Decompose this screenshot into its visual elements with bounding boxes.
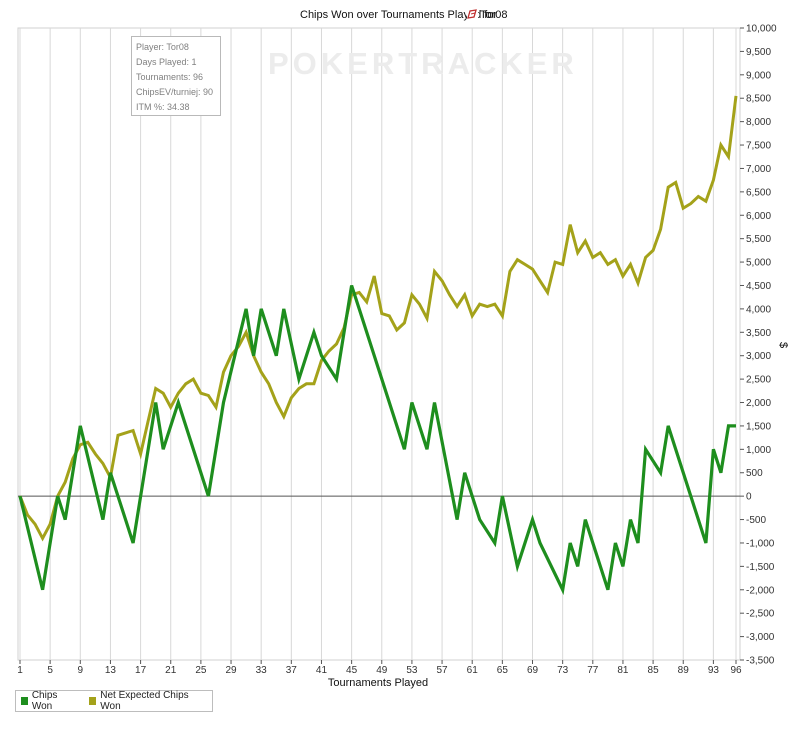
chart-title-player: Tor08 [480, 9, 508, 21]
x-tick-label: 45 [346, 665, 358, 676]
series-line-chips-won[interactable] [18, 285, 736, 596]
x-tick-label: 89 [678, 665, 690, 676]
y-tick-label: 7,500 [746, 141, 771, 152]
y-tick-label: 1,500 [746, 421, 771, 432]
y-tick-label: 3,500 [746, 328, 771, 339]
y-tick-label: 5,500 [746, 234, 771, 245]
y-tick-label: 9,000 [746, 70, 771, 81]
y-tick-label: 7,000 [746, 164, 771, 175]
y-tick-label: 6,500 [746, 187, 771, 198]
legend-swatch-net-expected [89, 697, 97, 705]
x-axis-title: Tournaments Played [328, 677, 428, 689]
chart-title: Chips Won over Tournaments Played for [300, 9, 497, 21]
x-tick-label: 17 [135, 665, 147, 676]
legend-item-chips-won[interactable]: Chips Won [21, 690, 73, 712]
x-tick-label: 77 [587, 665, 599, 676]
y-tick-label: 4,500 [746, 281, 771, 292]
x-tick-label: 57 [437, 665, 449, 676]
x-tick-label: 41 [316, 665, 328, 676]
x-tick-label: 21 [165, 665, 177, 676]
legend-label-net-expected: Net Expected Chips Won [100, 690, 189, 712]
pokertracker-watermark: POKERTRACKER [268, 46, 578, 81]
x-tick-label: 9 [78, 665, 84, 676]
y-tick-label: 6,000 [746, 211, 771, 222]
x-tick-label: 1 [17, 665, 23, 676]
x-tick-label: 93 [708, 665, 720, 676]
y-tick-label: 1,000 [746, 445, 771, 456]
y-tick-label: -3,000 [746, 632, 775, 643]
x-tick-label: 29 [225, 665, 237, 676]
chart-title-prefix: Chips Won over Tournaments Played for [300, 9, 497, 21]
y-tick-label: -2,000 [746, 585, 775, 596]
x-tick-label: 96 [730, 665, 742, 676]
y-tick-label: -3,500 [746, 656, 775, 667]
x-tick-label: 13 [105, 665, 117, 676]
legend: Chips Won Net Expected Chips Won [15, 690, 213, 712]
x-tick-label: 81 [617, 665, 629, 676]
grid [19, 28, 737, 660]
y-tick-label: 8,000 [746, 117, 771, 128]
player-flag-icon [467, 9, 478, 19]
legend-label-chips-won: Chips Won [31, 690, 58, 712]
info-days-played: Days Played: 1 [136, 57, 197, 67]
info-itm: ITM %: 34.38 [136, 102, 190, 112]
series-line-net-expected[interactable] [18, 95, 738, 542]
x-tick-label: 25 [195, 665, 207, 676]
y-tick-label: 0 [746, 492, 752, 503]
y-tick-label: -1,500 [746, 562, 775, 573]
y-tick-label: -500 [746, 515, 766, 526]
y-axis-title: $ [777, 342, 789, 348]
x-tick-label: 37 [286, 665, 298, 676]
player-info-box: Player: Tor08 Days Played: 1 Tournaments… [131, 36, 221, 116]
plot-area [17, 27, 741, 661]
x-tick-label: 5 [47, 665, 53, 676]
y-tick-label: -1,000 [746, 538, 775, 549]
x-tick-label: 61 [467, 665, 479, 676]
info-player: Player: Tor08 [136, 42, 189, 52]
x-tick-label: 49 [376, 665, 388, 676]
x-tick-label: 65 [497, 665, 509, 676]
y-tick-label: -2,500 [746, 609, 775, 620]
y-tick-label: 500 [746, 468, 763, 479]
legend-swatch-chips-won [21, 697, 28, 705]
axes: 1 5 9 13 17 21 25 29 33 37 41 45 49 53 57 61 65 69 73 77 81 8… [17, 24, 777, 677]
x-tick-label: 33 [256, 665, 268, 676]
y-tick-label: 8,500 [746, 94, 771, 105]
y-tick-label: 5,000 [746, 258, 771, 269]
y-tick-label: 4,000 [746, 304, 771, 315]
x-tick-label: 73 [557, 665, 569, 676]
y-tick-label: 2,500 [746, 375, 771, 386]
x-tick-label: 85 [648, 665, 660, 676]
x-tick-label: 53 [406, 665, 418, 676]
info-tournaments: Tournaments: 96 [136, 72, 204, 82]
series [18, 95, 738, 596]
info-chipsev: ChipsEV/turniej: 90 [136, 87, 214, 97]
y-tick-label: 3,000 [746, 351, 771, 362]
y-tick-label: 10,000 [746, 24, 777, 35]
x-tick-label: 69 [527, 665, 539, 676]
y-tick-label: 2,000 [746, 398, 771, 409]
title-player-block: Tor08 [467, 9, 508, 21]
y-tick-label: 9,500 [746, 47, 771, 58]
legend-item-net-expected[interactable]: Net Expected Chips Won [89, 690, 196, 712]
